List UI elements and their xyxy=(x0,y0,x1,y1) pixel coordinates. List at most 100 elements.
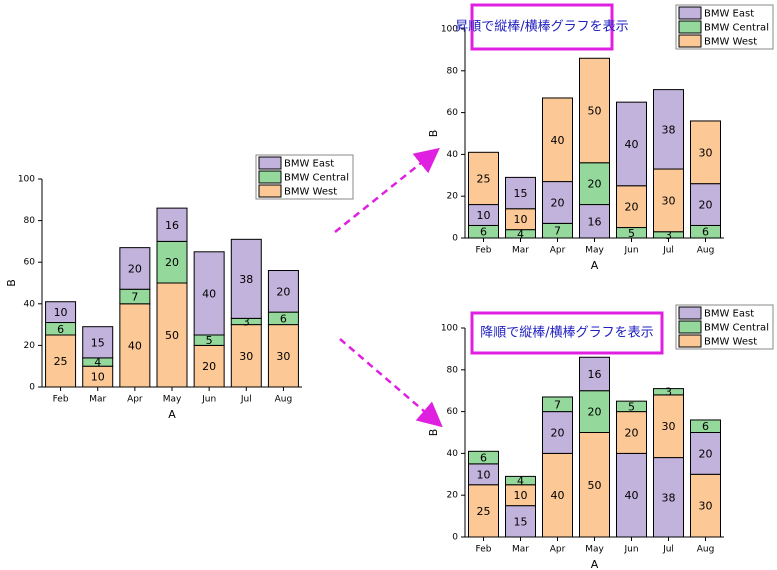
data-label: 10 xyxy=(477,209,491,222)
y-axis-label: B xyxy=(5,279,18,287)
x-tick-label: Jul xyxy=(662,246,674,256)
y-tick-label: 20 xyxy=(447,192,459,202)
y-tick-label: 40 xyxy=(447,150,459,160)
bar-segment xyxy=(690,432,721,475)
data-label: 30 xyxy=(239,350,253,363)
arrow xyxy=(339,338,443,428)
bar-segment xyxy=(267,270,299,313)
annotation: 昇順で縦棒/横棒グラフを表示 xyxy=(455,20,628,35)
data-label: 3 xyxy=(665,386,672,399)
bar-segment xyxy=(230,238,262,319)
data-label: 20 xyxy=(202,360,216,373)
x-axis-label: A xyxy=(168,408,176,421)
y-tick-label: 100 xyxy=(18,175,35,185)
data-label: 7 xyxy=(554,225,561,238)
data-label: 10 xyxy=(514,213,528,226)
bar-segment xyxy=(119,303,151,388)
data-label: 15 xyxy=(91,336,105,349)
bar-segment xyxy=(230,324,262,388)
data-label: 25 xyxy=(477,172,491,185)
data-label: 10 xyxy=(477,468,491,481)
bar-segment xyxy=(653,394,684,459)
bar-segment xyxy=(690,473,721,538)
data-label: 30 xyxy=(662,420,676,433)
data-label: 30 xyxy=(699,146,713,159)
y-tick-label: 60 xyxy=(24,258,36,268)
bar-segment xyxy=(579,356,610,392)
data-label: 6 xyxy=(480,452,487,465)
y-tick-label: 20 xyxy=(447,491,459,501)
y-tick-label: 40 xyxy=(24,299,36,309)
y-axis-label: B xyxy=(427,429,440,437)
data-label: 6 xyxy=(480,226,487,239)
bar-segment xyxy=(468,450,499,465)
data-label: 10 xyxy=(91,371,105,384)
bar-segment xyxy=(542,181,573,224)
bar-segment xyxy=(542,452,573,538)
bar-segment xyxy=(542,396,573,413)
legend-swatch xyxy=(678,306,702,320)
y-tick-label: 80 xyxy=(447,66,459,76)
y-axis-label: B xyxy=(427,130,440,138)
legend-label: BMW West xyxy=(704,37,757,48)
data-label: 6 xyxy=(702,420,709,433)
bar-segment xyxy=(156,240,188,284)
legend-swatch xyxy=(678,20,702,34)
legend-label: BMW East xyxy=(284,159,334,170)
bar-segment xyxy=(45,334,77,388)
data-label: 16 xyxy=(588,368,602,381)
legend-swatch xyxy=(678,6,702,20)
data-label: 30 xyxy=(662,194,676,207)
data-label: 3 xyxy=(243,315,250,328)
data-label: 38 xyxy=(239,273,253,286)
legend-swatch xyxy=(678,34,702,48)
data-label: 15 xyxy=(514,187,528,200)
y-tick-label: 100 xyxy=(441,25,458,35)
data-label: 40 xyxy=(551,134,565,147)
x-tick-label: May xyxy=(585,545,604,555)
x-tick-label: Feb xyxy=(53,395,69,405)
y-tick-label: 0 xyxy=(29,383,35,393)
bar-segment xyxy=(468,484,499,538)
bar-segment xyxy=(653,89,684,170)
data-label: 40 xyxy=(128,339,142,352)
x-tick-label: Jul xyxy=(662,545,674,555)
bar-segment xyxy=(193,251,225,336)
data-label: 20 xyxy=(551,427,565,440)
x-tick-label: Jun xyxy=(623,545,638,555)
bar-segment xyxy=(82,326,114,359)
x-tick-label: Apr xyxy=(127,395,143,405)
legend-swatch xyxy=(678,320,702,334)
y-tick-label: 60 xyxy=(447,108,459,118)
data-label: 16 xyxy=(165,219,179,232)
x-tick-label: Mar xyxy=(512,545,529,555)
legend-swatch xyxy=(258,184,282,198)
bar-segment xyxy=(45,301,77,324)
bar-segment xyxy=(505,176,536,210)
data-label: 40 xyxy=(202,287,216,300)
y-tick-label: 40 xyxy=(447,449,459,459)
data-label: 10 xyxy=(514,489,528,502)
x-tick-label: Jun xyxy=(201,395,216,405)
data-label: 20 xyxy=(165,256,179,269)
x-tick-label: Apr xyxy=(550,246,566,256)
x-tick-label: Aug xyxy=(275,395,293,405)
data-label: 6 xyxy=(57,323,64,336)
x-tick-label: Feb xyxy=(476,246,492,256)
bar-segment xyxy=(653,388,684,396)
data-label: 30 xyxy=(699,500,713,513)
bar-segment xyxy=(156,207,188,242)
data-label: 10 xyxy=(54,306,68,319)
y-tick-label: 0 xyxy=(452,533,458,543)
data-label: 50 xyxy=(165,329,179,342)
data-label: 4 xyxy=(517,475,524,488)
data-label: 20 xyxy=(551,196,565,209)
data-label: 50 xyxy=(588,479,602,492)
bar-segment xyxy=(267,324,299,388)
data-label: 4 xyxy=(94,356,101,369)
data-label: 25 xyxy=(54,355,68,368)
bar-segment xyxy=(505,505,536,538)
bar-segment xyxy=(653,168,684,233)
legend-label: BMW West xyxy=(284,187,337,198)
bar-segment xyxy=(690,120,721,185)
